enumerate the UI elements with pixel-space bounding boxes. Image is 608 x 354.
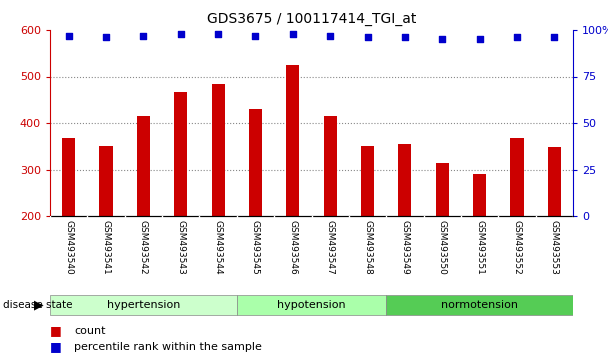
Text: GSM493551: GSM493551 xyxy=(475,220,484,275)
Bar xyxy=(323,116,337,216)
Point xyxy=(101,35,111,40)
Point xyxy=(400,35,410,40)
Point xyxy=(550,35,559,40)
Bar xyxy=(286,65,299,216)
FancyBboxPatch shape xyxy=(50,295,237,315)
Text: hypertension: hypertension xyxy=(107,300,180,310)
Bar xyxy=(137,116,150,216)
Bar xyxy=(174,92,187,216)
Bar xyxy=(100,146,112,216)
Text: GSM493546: GSM493546 xyxy=(288,220,297,275)
FancyBboxPatch shape xyxy=(386,295,573,315)
Text: GSM493541: GSM493541 xyxy=(102,220,111,275)
Text: GSM493552: GSM493552 xyxy=(513,220,522,275)
Text: GSM493549: GSM493549 xyxy=(401,220,409,275)
Bar xyxy=(62,138,75,216)
Text: ▶: ▶ xyxy=(34,298,44,312)
Point xyxy=(288,31,298,36)
Text: GSM493544: GSM493544 xyxy=(213,220,223,274)
Text: GSM493550: GSM493550 xyxy=(438,220,447,275)
Bar xyxy=(361,146,374,216)
Point xyxy=(64,33,74,39)
Point xyxy=(250,33,260,39)
Text: disease state: disease state xyxy=(3,300,72,310)
Title: GDS3675 / 100117414_TGI_at: GDS3675 / 100117414_TGI_at xyxy=(207,12,416,26)
Bar xyxy=(548,147,561,216)
Bar xyxy=(511,138,523,216)
Text: GSM493545: GSM493545 xyxy=(251,220,260,275)
Bar xyxy=(436,164,449,216)
Bar xyxy=(249,109,262,216)
Point xyxy=(512,35,522,40)
Bar xyxy=(398,144,412,216)
FancyBboxPatch shape xyxy=(237,295,386,315)
Text: ■: ■ xyxy=(50,341,62,353)
Text: hypotension: hypotension xyxy=(277,300,346,310)
Text: GSM493553: GSM493553 xyxy=(550,220,559,275)
Text: percentile rank within the sample: percentile rank within the sample xyxy=(74,342,262,352)
Text: GSM493547: GSM493547 xyxy=(326,220,334,275)
Bar xyxy=(212,84,224,216)
Point xyxy=(176,31,185,36)
Point xyxy=(325,33,335,39)
Text: normotension: normotension xyxy=(441,300,518,310)
Text: GSM493543: GSM493543 xyxy=(176,220,185,275)
Text: GSM493542: GSM493542 xyxy=(139,220,148,274)
Point xyxy=(437,36,447,42)
Bar xyxy=(473,174,486,216)
Point xyxy=(139,33,148,39)
Point xyxy=(213,31,223,36)
Text: GSM493548: GSM493548 xyxy=(363,220,372,275)
Point xyxy=(475,36,485,42)
Text: count: count xyxy=(74,326,106,336)
Text: GSM493540: GSM493540 xyxy=(64,220,73,275)
Text: ■: ■ xyxy=(50,325,62,337)
Point xyxy=(362,35,372,40)
